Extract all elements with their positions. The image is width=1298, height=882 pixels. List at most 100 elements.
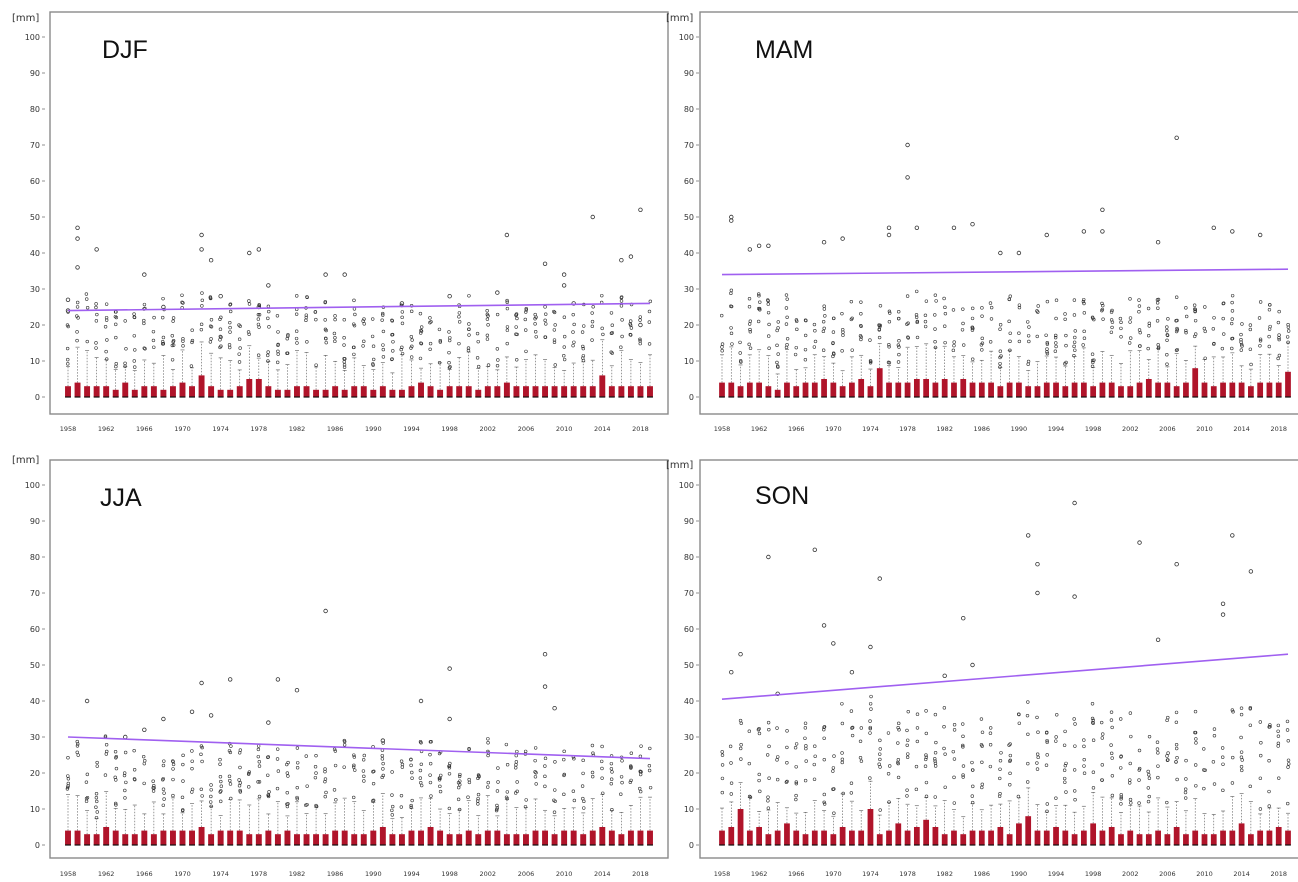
outlier-point (1090, 352, 1095, 356)
outlier-point (582, 799, 586, 804)
outlier-point (878, 752, 882, 756)
outlier-point (342, 743, 347, 747)
outlier-point (1016, 794, 1021, 799)
outlier-point (859, 337, 863, 342)
outlier-point (961, 764, 966, 768)
box (858, 830, 865, 845)
outlier-point (1082, 297, 1086, 302)
outlier-point (228, 778, 232, 783)
outlier-point (609, 350, 613, 354)
outlier-point (1110, 325, 1114, 330)
outlier-point (729, 218, 734, 223)
outlier-point (380, 753, 384, 758)
outlier-point (1008, 753, 1013, 758)
outlier-point (381, 329, 386, 334)
outlier-point (314, 363, 318, 367)
outlier-point (505, 341, 509, 346)
outlier-point (94, 346, 98, 350)
outlier-point (161, 315, 165, 320)
outlier-point (648, 785, 653, 790)
box (1090, 386, 1097, 397)
outlier-point (923, 324, 928, 329)
outlier-point (859, 726, 864, 730)
outlier-point (747, 761, 752, 766)
outlier-point (333, 336, 337, 340)
outlier-point (804, 318, 808, 323)
outlier-point (438, 338, 443, 343)
outlier-point (180, 795, 185, 800)
outlier-point (886, 225, 892, 230)
outlier-point (94, 319, 99, 323)
outlier-point (1026, 761, 1030, 766)
outlier-point (794, 765, 798, 769)
outlier-point (1165, 325, 1169, 329)
outlier-point (766, 554, 771, 560)
outlier-point (961, 745, 965, 749)
outlier-point (342, 360, 346, 364)
y-tick-label: 30 (684, 285, 694, 294)
outlier-point (897, 339, 901, 343)
outlier-point (803, 736, 807, 740)
outlier-point (878, 304, 883, 308)
outlier-point (94, 792, 99, 796)
outlier-point (390, 793, 394, 797)
outlier-point (400, 310, 405, 314)
box (988, 382, 994, 397)
box (217, 389, 224, 397)
outlier-point (504, 742, 509, 747)
outlier-point (757, 294, 761, 298)
y-tick-label: 80 (30, 105, 40, 114)
outlier-point (757, 292, 761, 296)
x-tick-label: 2002 (480, 425, 497, 433)
box (608, 830, 615, 845)
box (65, 386, 71, 397)
outlier-point (1119, 717, 1123, 721)
box (437, 830, 444, 845)
outlier-point (850, 316, 854, 321)
outlier-point (1137, 778, 1141, 782)
box (580, 386, 587, 397)
outlier-point (114, 803, 118, 807)
outlier-point (66, 785, 70, 790)
outlier-point (1183, 790, 1188, 795)
outlier-point (1155, 319, 1160, 323)
outlier-point (581, 346, 585, 351)
outlier-point (218, 334, 223, 339)
outlier-point (738, 718, 743, 723)
outlier-point (1082, 311, 1087, 315)
x-tick-label: 1978 (899, 870, 916, 878)
outlier-point (275, 360, 280, 365)
outlier-point (758, 300, 762, 304)
outlier-point (524, 349, 528, 354)
outlier-point (447, 366, 452, 370)
outlier-point (515, 780, 519, 784)
outlier-point (1193, 709, 1198, 714)
outlier-point (218, 327, 223, 331)
outlier-point (275, 677, 281, 682)
box (728, 382, 735, 397)
outlier-point (1287, 762, 1291, 766)
outlier-point (1073, 348, 1077, 352)
outlier-point (1109, 710, 1114, 714)
outlier-point (915, 726, 920, 730)
outlier-point (85, 305, 90, 310)
outlier-point (543, 756, 548, 761)
outlier-point (180, 293, 184, 297)
outlier-point (246, 772, 251, 776)
outlier-point (878, 738, 882, 743)
outlier-point (495, 789, 500, 793)
box (65, 830, 71, 845)
box (160, 389, 167, 397)
outlier-point (457, 315, 461, 319)
outlier-point (1194, 741, 1198, 745)
box (1080, 382, 1087, 397)
outlier-point (1211, 225, 1216, 230)
outlier-point (381, 311, 385, 316)
outlier-point (980, 336, 984, 341)
box (274, 834, 281, 845)
y-tick-label: 50 (30, 661, 40, 670)
outlier-point (208, 296, 213, 300)
outlier-point (409, 805, 413, 810)
outlier-point (729, 792, 733, 796)
